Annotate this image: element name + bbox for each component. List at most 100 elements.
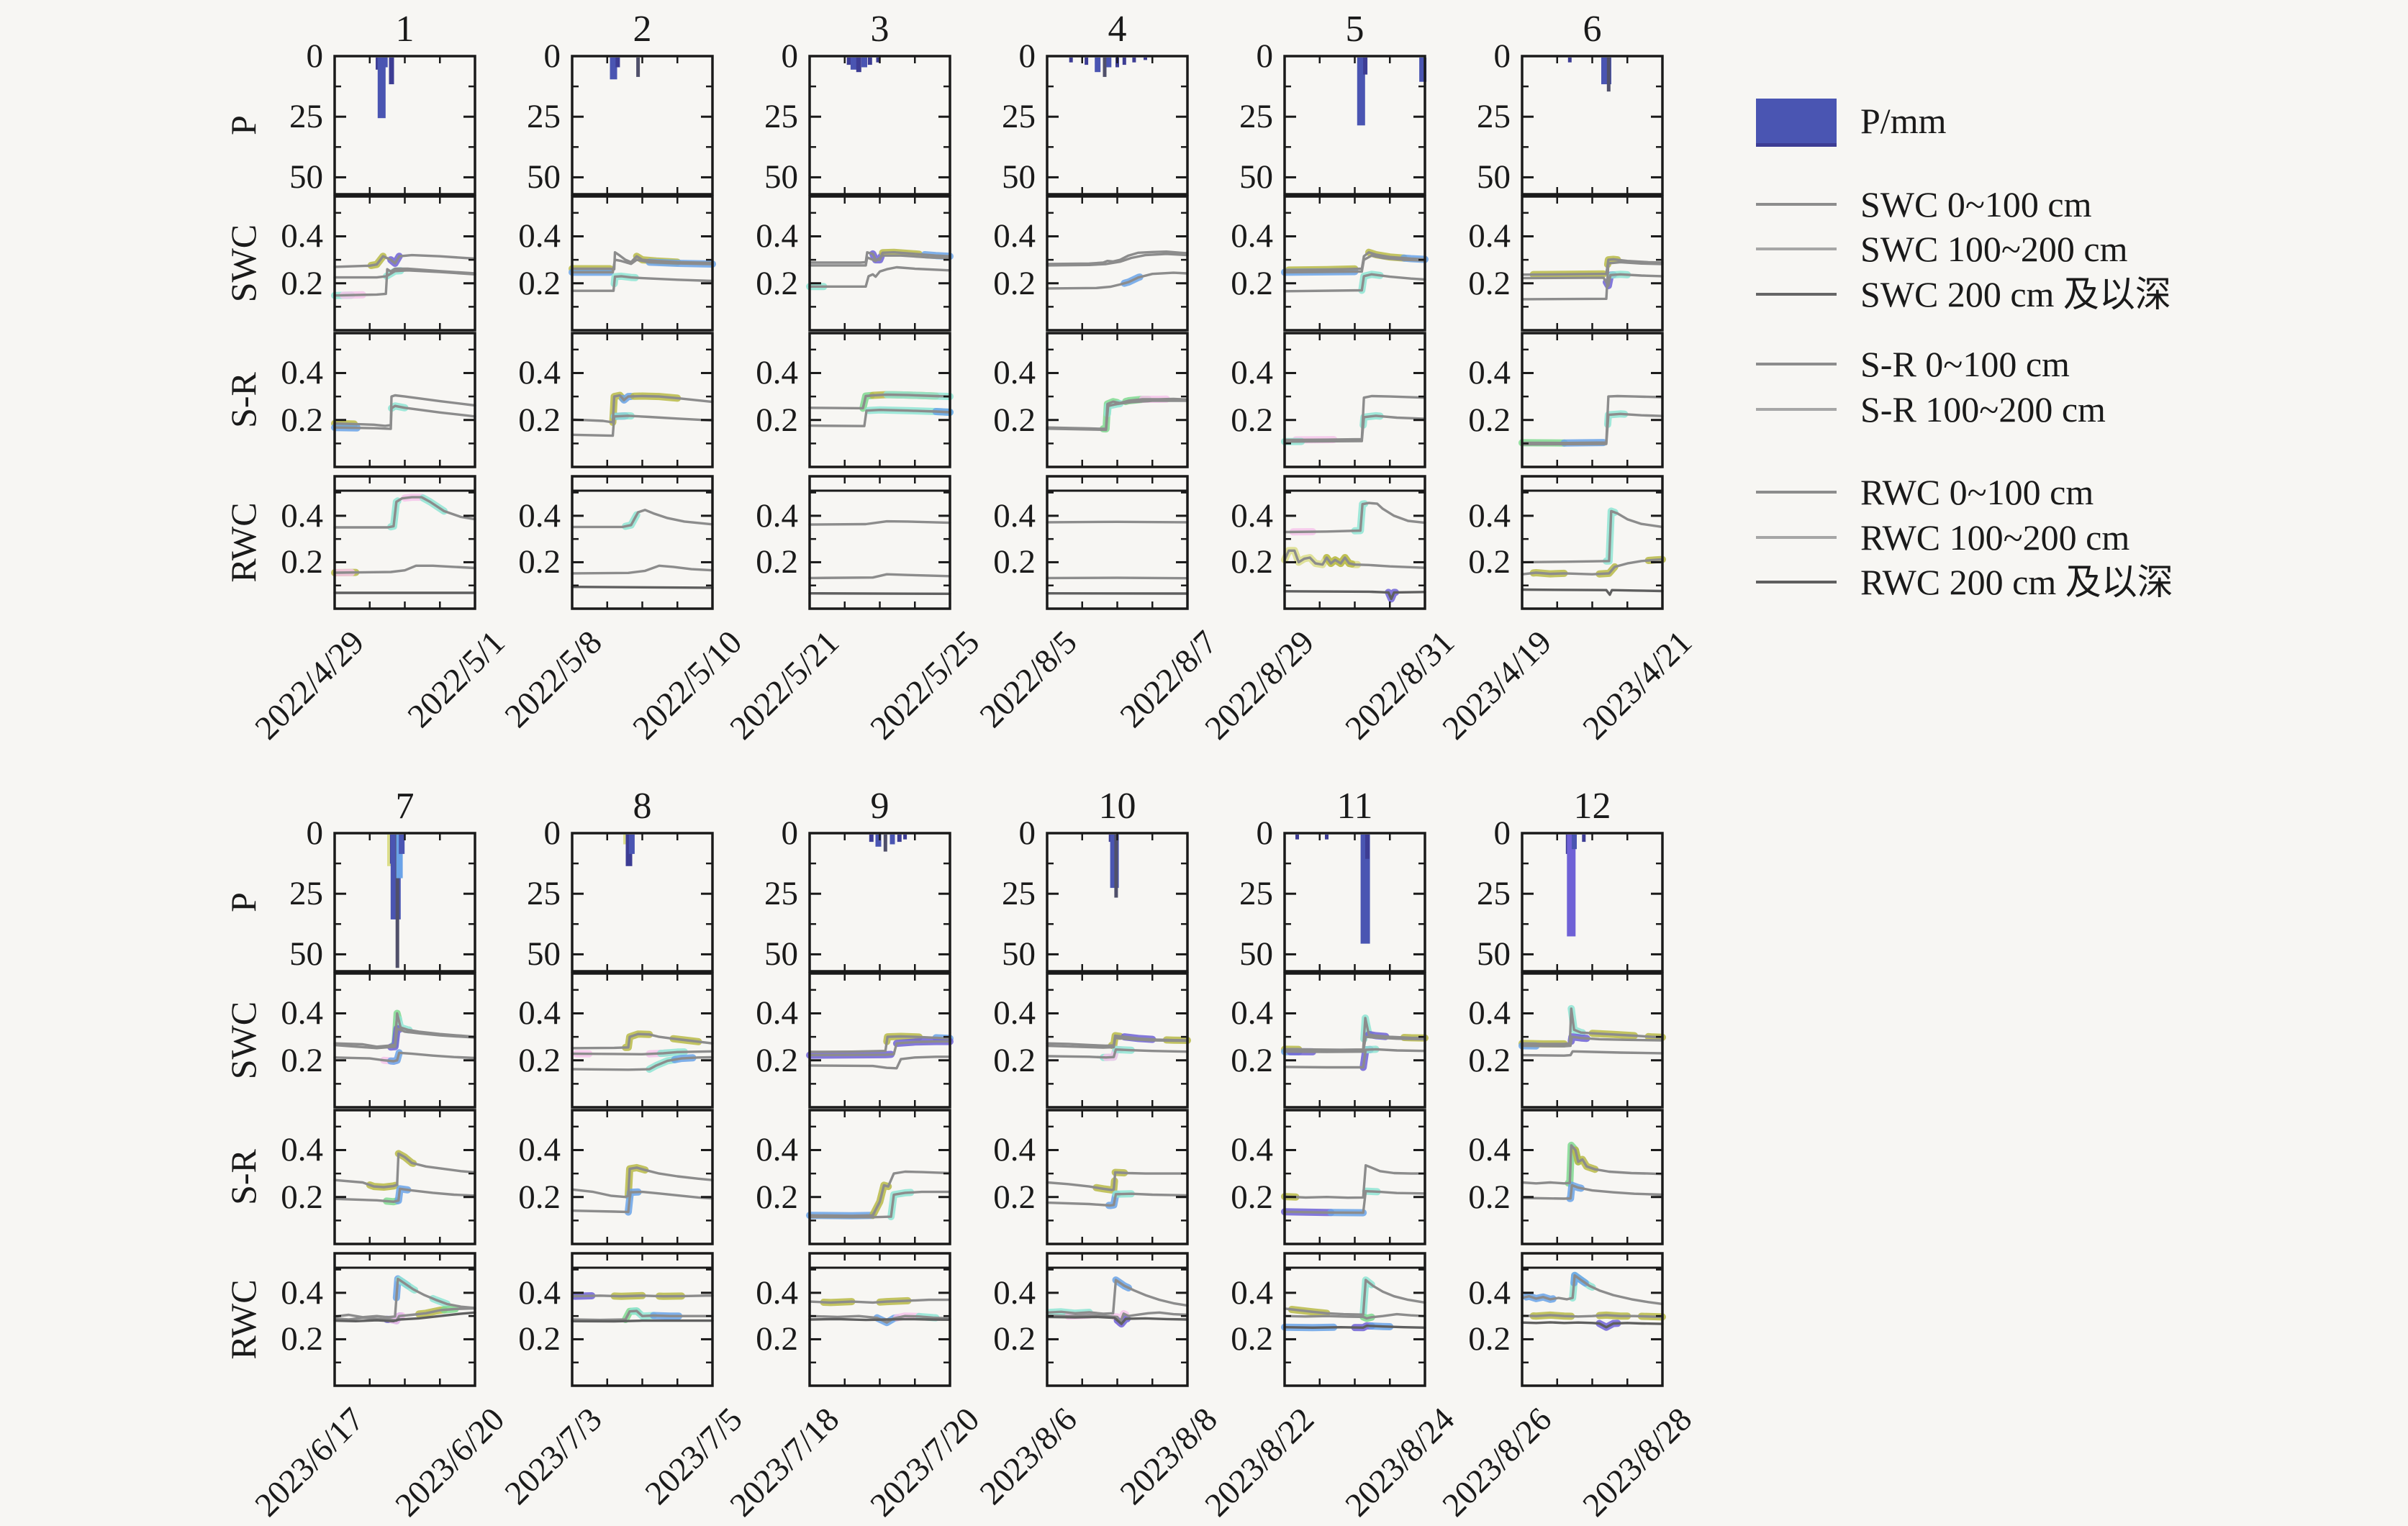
precip-bar (876, 58, 881, 63)
tick-label-moisture: 0.4 (756, 354, 798, 392)
tick-label-moisture: 0.2 (756, 401, 798, 439)
tick-label-moisture: 0.2 (993, 1320, 1036, 1358)
precip-bar (1567, 835, 1576, 937)
tick-label-p: 50 (1239, 158, 1273, 196)
panel-11 (1281, 832, 1429, 1387)
precip-bar (1114, 835, 1118, 898)
tick-label-moisture: 0.2 (1468, 264, 1511, 302)
panel-title-6: 6 (1583, 9, 1602, 50)
legend-line-sample (1756, 581, 1837, 583)
tick-label-moisture: 0.2 (281, 1041, 323, 1079)
subplot-frame (808, 55, 951, 196)
precip-bar (395, 835, 399, 968)
precip-bar (615, 58, 620, 68)
tick-label-moisture: 0.2 (1231, 264, 1273, 302)
precip-bar (1095, 58, 1101, 73)
precip-bar (1122, 58, 1126, 65)
tick-label-moisture: 0.2 (518, 264, 561, 302)
tick-label-moisture: 0.4 (518, 1131, 561, 1169)
tick-label-moisture: 0.2 (518, 543, 561, 581)
precip-bar (1132, 58, 1136, 63)
tick-label-p: 25 (289, 98, 323, 136)
panel-5 (1281, 55, 1429, 610)
tick-label-p: 50 (1239, 935, 1273, 973)
precip-bar (1360, 835, 1370, 944)
subplot-frame (1521, 832, 1664, 973)
precip-bar (636, 58, 641, 77)
tick-label-moisture: 0.2 (756, 543, 798, 581)
tick-label-p: 0 (1018, 814, 1036, 852)
row-label-rwc: RWC (223, 1279, 263, 1360)
panel-title-7: 7 (395, 786, 415, 827)
tick-label-moisture: 0.4 (281, 217, 323, 255)
tick-label-p: 25 (764, 98, 798, 136)
panel-title-1: 1 (395, 9, 415, 50)
precip-bar (1085, 58, 1089, 65)
tick-label-p: 25 (527, 98, 561, 136)
tick-label-moisture: 0.4 (518, 994, 561, 1032)
legend-item-1: SWC 0~100 cm (1860, 184, 2092, 224)
panel-10 (1046, 832, 1191, 1387)
tick-label-moisture: 0.2 (1468, 1320, 1511, 1358)
tick-label-moisture: 0.4 (281, 496, 323, 535)
tick-label-moisture: 0.4 (1468, 354, 1511, 392)
subplot-frame (1046, 475, 1189, 610)
tick-label-moisture: 0.2 (1231, 401, 1273, 439)
tick-label-moisture: 0.2 (1468, 1041, 1511, 1079)
tick-label-moisture: 0.4 (1231, 217, 1273, 255)
tick-label-moisture: 0.4 (1468, 1131, 1511, 1169)
panel-title-8: 8 (633, 786, 652, 827)
precip-bar (856, 58, 861, 73)
subplot-frame (1283, 475, 1426, 610)
subplot-frame (333, 1109, 476, 1245)
tick-label-moisture: 0.4 (756, 1273, 798, 1312)
precip-bar (1357, 58, 1365, 126)
tick-label-p: 0 (543, 37, 561, 75)
subplot-frame (808, 332, 951, 468)
tick-label-p: 0 (1256, 814, 1274, 852)
tick-label-p: 25 (1239, 98, 1273, 136)
precip-bar (1567, 58, 1572, 63)
subplot-frame (1521, 332, 1664, 468)
tick-label-moisture: 0.4 (993, 1131, 1036, 1169)
tick-label-moisture: 0.4 (1231, 496, 1273, 535)
tick-label-moisture: 0.2 (993, 264, 1036, 302)
tick-label-moisture: 0.4 (993, 1273, 1036, 1312)
precip-bar (1572, 835, 1577, 850)
panel-4 (1046, 55, 1189, 610)
tick-label-p: 0 (306, 814, 324, 852)
panel-7 (333, 832, 476, 1387)
tick-label-moisture: 0.2 (993, 543, 1036, 581)
tick-label-moisture: 0.4 (756, 1131, 798, 1169)
subplot-frame (571, 55, 714, 196)
tick-label-p: 25 (1477, 98, 1511, 136)
tick-label-p: 25 (289, 875, 323, 913)
tick-label-p: 50 (1477, 158, 1511, 196)
tick-label-p: 0 (1493, 37, 1511, 75)
panel-12 (1518, 832, 1666, 1387)
tick-label-moisture: 0.2 (281, 264, 323, 302)
precip-bar (389, 58, 394, 85)
precip-bar (1103, 58, 1107, 77)
legend-item-3: SWC 200 cm 及以深 (1860, 274, 2171, 314)
subplot-frame (808, 832, 951, 973)
tick-label-p: 25 (1002, 98, 1036, 136)
tick-label-moisture: 0.2 (756, 264, 798, 302)
tick-label-moisture: 0.4 (993, 994, 1036, 1032)
panel-3 (806, 55, 954, 610)
tick-label-p: 50 (1002, 158, 1036, 196)
panel-title-3: 3 (870, 9, 890, 50)
tick-label-moisture: 0.2 (1231, 1178, 1273, 1216)
precip-bar (890, 835, 895, 845)
tick-label-p: 50 (764, 935, 798, 973)
panel-title-10: 10 (1098, 786, 1136, 827)
row-label-rwc: RWC (223, 502, 263, 583)
panel-2 (569, 55, 716, 610)
tick-label-moisture: 0.4 (281, 994, 323, 1032)
tick-label-p: 50 (527, 935, 561, 973)
subplot-frame (1521, 1109, 1664, 1245)
tick-label-moisture: 0.2 (281, 543, 323, 581)
precip-bar (1325, 835, 1329, 840)
precip-bar (875, 835, 882, 847)
